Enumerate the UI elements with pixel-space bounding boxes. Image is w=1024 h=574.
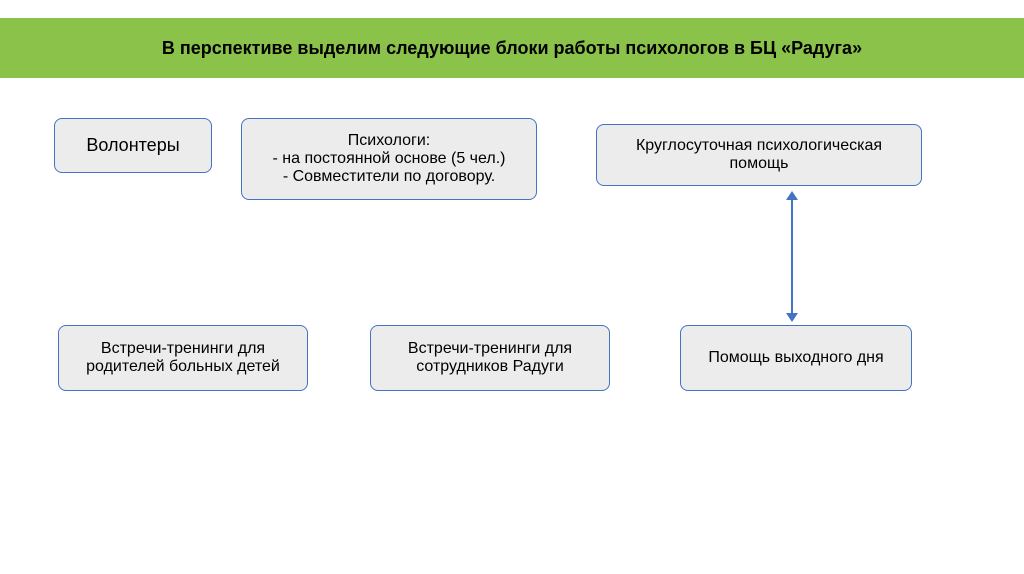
- connector-line: [791, 197, 793, 315]
- box-trainings-parents-text: Встречи-тренинги для родителей больных д…: [69, 340, 297, 376]
- psychologists-title: Психологи:: [252, 132, 526, 150]
- box-round-clock-text: Круглосуточная психологическая помощь: [607, 137, 911, 173]
- box-trainings-staff: Встречи-тренинги для сотрудников Радуги: [370, 325, 610, 391]
- box-weekend-help-text: Помощь выходного дня: [691, 349, 901, 367]
- box-psychologists-content: Психологи: - на постоянной основе (5 чел…: [252, 132, 526, 186]
- psychologists-line1: - на постоянной основе (5 чел.): [252, 150, 526, 168]
- connector-arrow-up: [786, 191, 798, 200]
- title-banner: В перспективе выделим следующие блоки ра…: [0, 18, 1024, 78]
- box-volunteers: Волонтеры: [54, 118, 212, 173]
- box-round-clock: Круглосуточная психологическая помощь: [596, 124, 922, 186]
- box-trainings-staff-text: Встречи-тренинги для сотрудников Радуги: [381, 340, 599, 376]
- connector-arrow-down: [786, 313, 798, 322]
- psychologists-line2: - Совместители по договору.: [252, 168, 526, 186]
- box-weekend-help: Помощь выходного дня: [680, 325, 912, 391]
- box-volunteers-text: Волонтеры: [65, 135, 201, 156]
- title-text: В перспективе выделим следующие блоки ра…: [162, 38, 862, 59]
- box-trainings-parents: Встречи-тренинги для родителей больных д…: [58, 325, 308, 391]
- box-psychologists: Психологи: - на постоянной основе (5 чел…: [241, 118, 537, 200]
